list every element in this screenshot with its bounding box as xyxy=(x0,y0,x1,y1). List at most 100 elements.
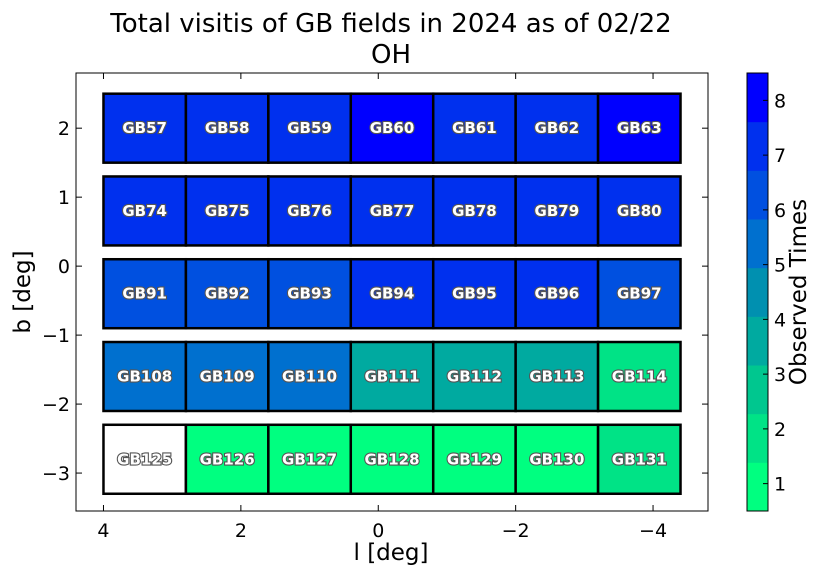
heatmap-cell-gb63 xyxy=(596,92,682,164)
cell-label-gb63: GB63 xyxy=(617,119,662,137)
cell-label-gb126: GB126 xyxy=(200,450,255,468)
heatmap-cell-gb78 xyxy=(431,175,517,247)
heatmap-cell-gb112 xyxy=(431,340,517,413)
x-tick-label: 0 xyxy=(372,520,384,542)
colorbar-segment xyxy=(747,121,768,171)
cell-label-gb128: GB128 xyxy=(364,450,419,468)
colorbar-tick-label: 7 xyxy=(774,145,786,167)
cell-label-gb91: GB91 xyxy=(122,285,167,303)
y-tick-label: −2 xyxy=(42,394,70,416)
x-axis-label: l [deg] xyxy=(354,540,429,566)
cell-label-gb58: GB58 xyxy=(205,119,250,137)
x-tick-label: 4 xyxy=(97,520,109,542)
y-axis-label: b [deg] xyxy=(10,250,36,333)
cell-label-gb110: GB110 xyxy=(282,367,337,385)
heatmap-cell-gb130 xyxy=(514,423,600,496)
cell-label-gb95: GB95 xyxy=(452,285,497,303)
cell-label-gb127: GB127 xyxy=(282,450,337,468)
cell-label-gb129: GB129 xyxy=(447,450,502,468)
heatmap-cell-gb94 xyxy=(349,257,435,330)
cell-label-gb74: GB74 xyxy=(122,202,167,220)
y-tick-label: −1 xyxy=(42,325,70,347)
x-tick-label: −2 xyxy=(502,520,530,542)
heatmap-cell-gb96 xyxy=(514,257,600,330)
y-tick-label: 0 xyxy=(58,256,70,278)
cell-label-gb61: GB61 xyxy=(452,119,497,137)
y-tick-label: 2 xyxy=(58,118,70,140)
colorbar-tick-label: 2 xyxy=(774,419,786,441)
heatmap-cell-gb79 xyxy=(514,175,600,247)
colorbar-segment xyxy=(747,462,768,512)
heatmap-cell-gb62 xyxy=(514,92,600,164)
cell-label-gb111: GB111 xyxy=(364,367,419,385)
heatmap-cell-gb95 xyxy=(431,257,517,330)
cell-label-gb130: GB130 xyxy=(529,450,584,468)
heatmap-cell-gb80 xyxy=(596,175,682,247)
cell-label-gb94: GB94 xyxy=(370,285,415,303)
colorbar-tick-label: 5 xyxy=(774,255,786,277)
heatmap-cell-gb74 xyxy=(102,175,188,247)
colorbar-frame xyxy=(746,72,769,512)
colorbar-tick-label: 8 xyxy=(774,90,786,112)
cell-label-gb113: GB113 xyxy=(529,367,584,385)
cell-label-gb62: GB62 xyxy=(535,119,580,137)
heatmap-cell-gb60 xyxy=(349,92,435,164)
heatmap-cell-gb57 xyxy=(102,92,188,164)
y-tick-label: 1 xyxy=(58,187,70,209)
heatmap-cell-gb129 xyxy=(431,423,517,496)
cell-label-gb80: GB80 xyxy=(617,202,662,220)
cell-label-gb96: GB96 xyxy=(535,285,580,303)
colorbar-segment xyxy=(747,316,768,366)
colorbar-tick-label: 1 xyxy=(774,474,786,496)
cell-label-gb93: GB93 xyxy=(287,285,332,303)
cell-label-gb108: GB108 xyxy=(117,367,172,385)
colorbar-segment xyxy=(747,73,768,123)
cell-label-gb131: GB131 xyxy=(612,450,667,468)
chart-title-line1: Total visitis of GB fields in 2024 as of… xyxy=(109,9,671,39)
heatmap-cell-gb110 xyxy=(267,340,353,413)
heatmap-cell-gb77 xyxy=(349,175,435,247)
cell-label-gb57: GB57 xyxy=(122,119,167,137)
heatmap-cell-gb75 xyxy=(184,175,270,247)
heatmap-cell-gb108 xyxy=(102,340,188,413)
colorbar: 1 2 3 4 5 6 7 8 xyxy=(746,72,786,512)
chart-title-line2: OH xyxy=(371,40,411,70)
heatmap-cell-gb97 xyxy=(596,257,682,330)
colorbar-segment xyxy=(747,219,768,269)
cell-label-gb59: GB59 xyxy=(287,119,332,137)
colorbar-label: Observed Times xyxy=(786,199,812,385)
colorbar-tick-label: 6 xyxy=(774,200,786,222)
cell-label-gb78: GB78 xyxy=(452,202,497,220)
colorbar-tick-label: 3 xyxy=(774,364,786,386)
cell-label-gb60: GB60 xyxy=(370,119,415,137)
x-axis-ticks: 4 2 0 −2 −4 xyxy=(97,73,667,542)
y-axis-ticks: 2 1 0 −1 −2 −3 xyxy=(42,118,708,485)
heatmap-cell-gb58 xyxy=(184,92,270,164)
y-tick-label: −3 xyxy=(42,463,70,485)
cell-label-gb75: GB75 xyxy=(205,202,250,220)
cell-label-gb114: GB114 xyxy=(612,367,667,385)
heatmap-cell-gb131 xyxy=(596,423,682,496)
heatmap-cell-gb113 xyxy=(514,340,600,413)
cell-label-gb77: GB77 xyxy=(370,202,415,220)
heatmap-cell-gb92 xyxy=(184,257,270,330)
cell-label-gb125: GB125 xyxy=(117,450,172,468)
colorbar-tick-label: 4 xyxy=(774,309,786,331)
colorbar-segment xyxy=(747,365,768,415)
cell-label-gb79: GB79 xyxy=(535,202,580,220)
cell-label-gb97: GB97 xyxy=(617,285,662,303)
heatmap-cells: GB57 GB58 GB59 GB60 GB61 GB62 GB63 GB74 GB75 GB76… xyxy=(102,92,682,496)
heatmap-cell-gb61 xyxy=(431,92,517,164)
colorbar-segment xyxy=(747,413,768,463)
cell-label-gb76: GB76 xyxy=(287,202,332,220)
heatmap-cell-gb114 xyxy=(596,340,682,413)
x-tick-label: 2 xyxy=(235,520,247,542)
heatmap-cell-gb91 xyxy=(102,257,188,330)
colorbar-segment xyxy=(747,267,768,317)
colorbar-segment xyxy=(747,170,768,220)
x-tick-label: −4 xyxy=(639,520,667,542)
cell-label-gb112: GB112 xyxy=(447,367,502,385)
cell-label-gb92: GB92 xyxy=(205,285,250,303)
cell-label-gb109: GB109 xyxy=(200,367,255,385)
